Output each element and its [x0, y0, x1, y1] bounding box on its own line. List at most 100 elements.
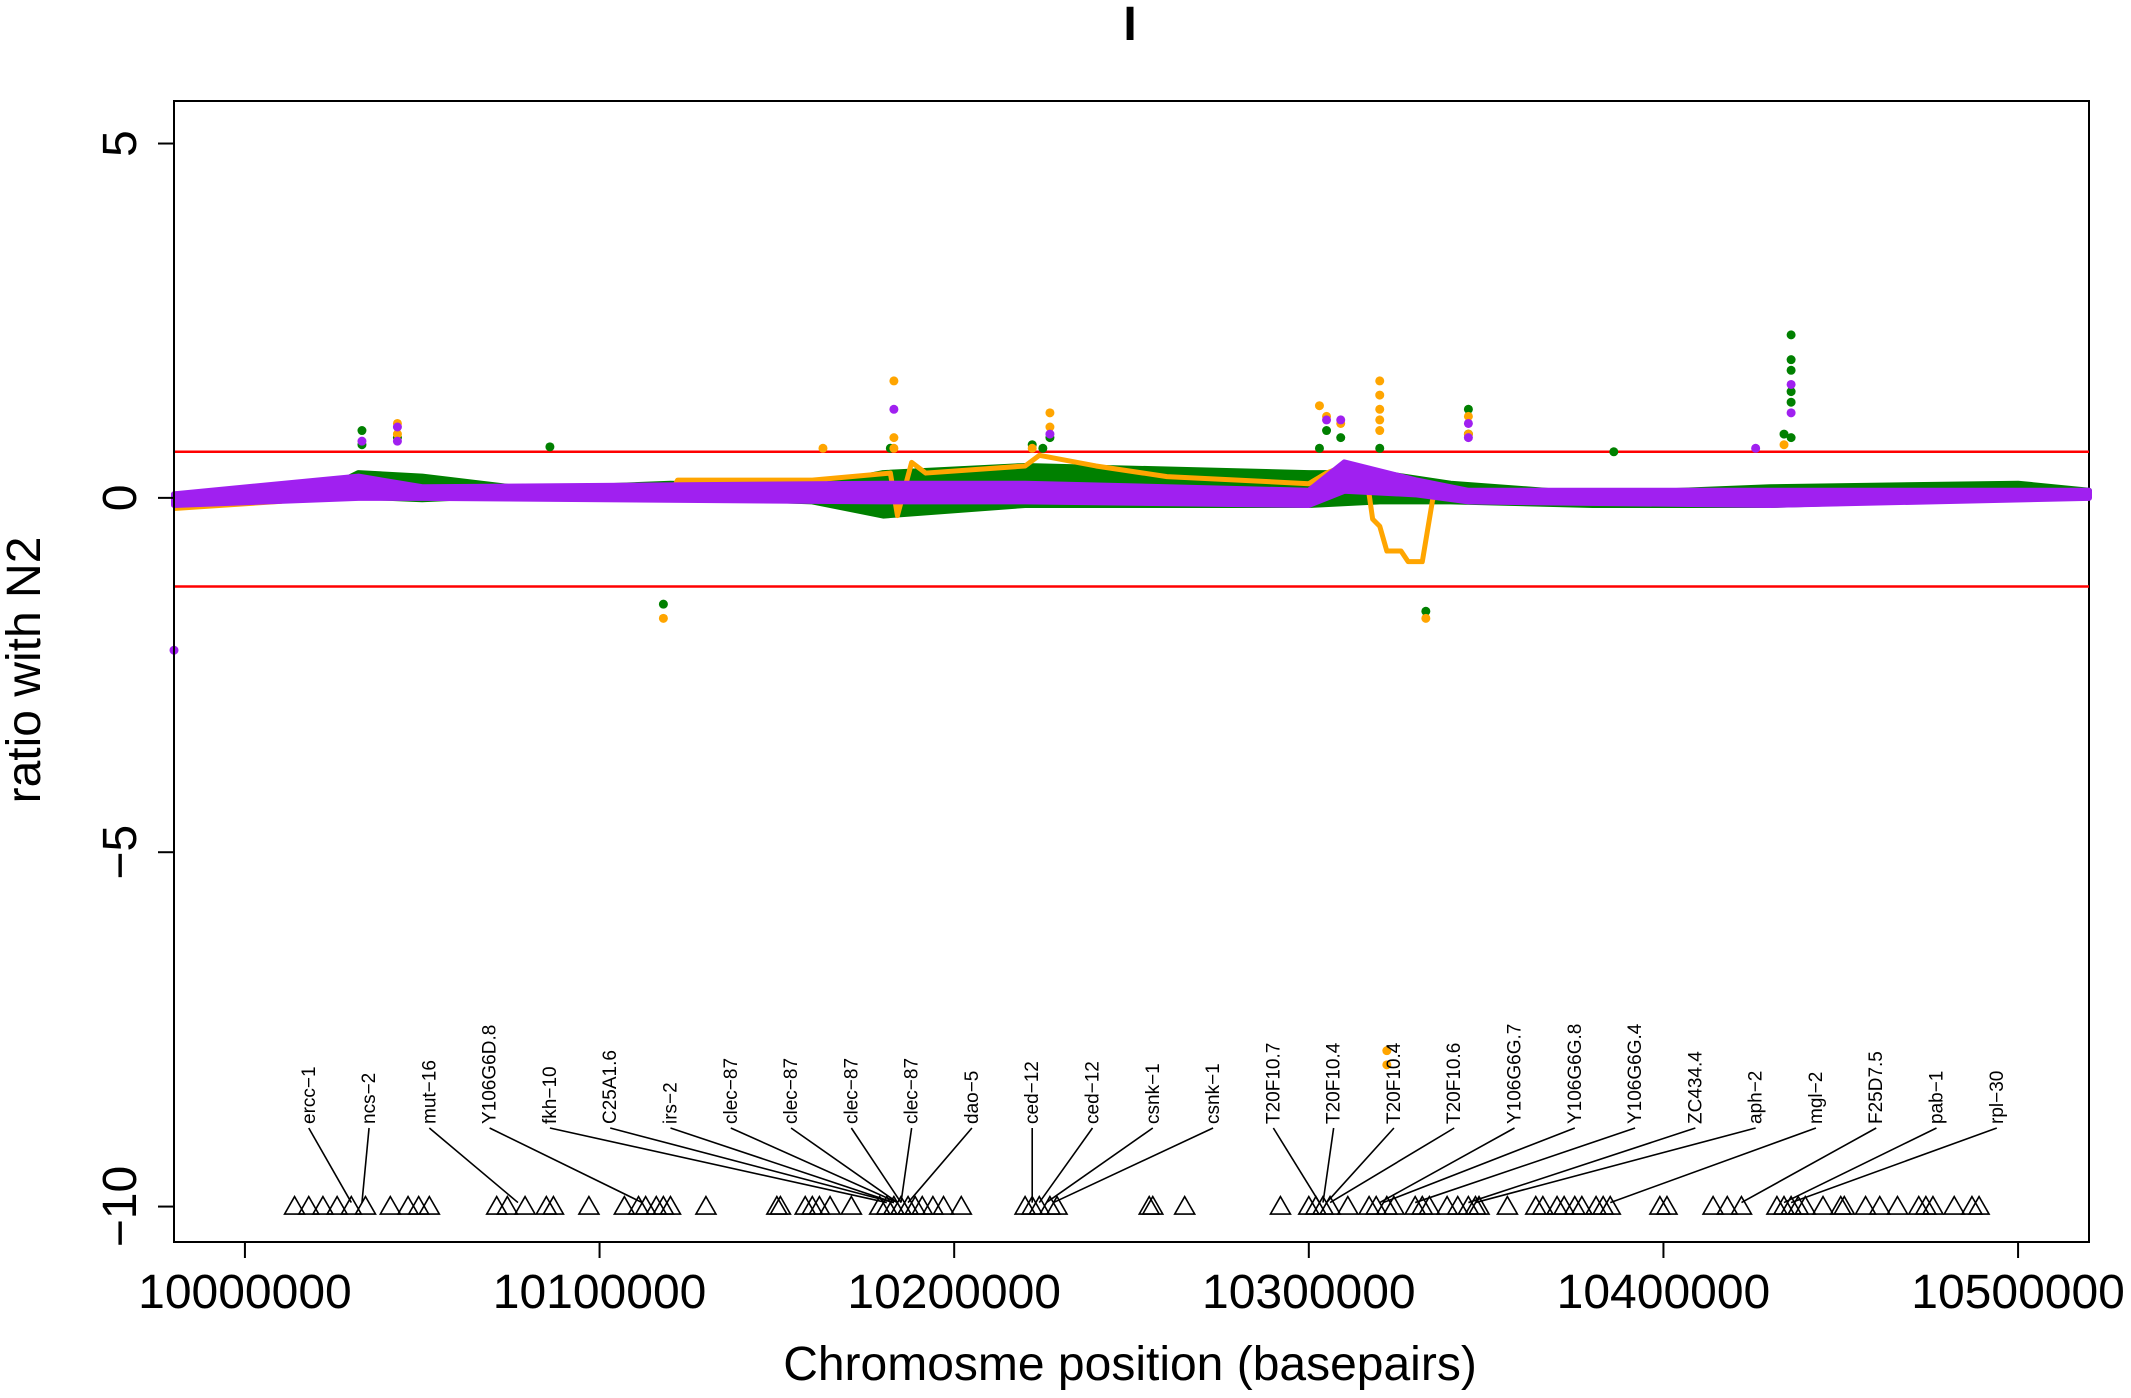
gene-marker — [1570, 1194, 1594, 1215]
gene-link-line — [1475, 1127, 1756, 1204]
series-group — [169, 330, 2092, 1070]
gene-label: clec−87 — [721, 1058, 742, 1124]
outlier-point — [1786, 387, 1796, 397]
gene-marker — [949, 1194, 973, 1215]
outlier-point — [1786, 355, 1796, 365]
gene-marker — [800, 1194, 824, 1215]
outlier-point — [1421, 606, 1431, 616]
outlier-point — [1336, 415, 1346, 425]
y-axis: 5 0 −5 −10 — [94, 130, 175, 1247]
gene-marker — [1655, 1194, 1679, 1215]
gene-marker — [627, 1194, 650, 1215]
outlier-point — [1045, 408, 1055, 418]
outlier-point — [1463, 433, 1473, 443]
outlier-point — [1045, 429, 1055, 439]
outlier-point — [1336, 433, 1346, 443]
outlier-point — [1786, 365, 1796, 375]
outlier-point — [1786, 408, 1796, 418]
outlier-point — [1322, 415, 1332, 425]
gene-link-line — [1414, 1127, 1636, 1204]
gene-marker — [644, 1194, 668, 1215]
x-tick-label: 10200000 — [847, 1266, 1061, 1319]
plot-frame — [173, 100, 2090, 1243]
outlier-point — [1786, 397, 1796, 407]
gene-marker — [1382, 1194, 1406, 1215]
gene-marker — [542, 1194, 565, 1215]
gene-link-line — [1783, 1127, 1937, 1204]
y-tick-label: 0 — [94, 485, 147, 512]
outlier-point — [1314, 443, 1324, 453]
gene-label: clec−87 — [781, 1058, 802, 1124]
gene-marker — [1173, 1194, 1197, 1215]
x-tick-label: 10000000 — [138, 1266, 352, 1319]
gene-marker — [1886, 1194, 1909, 1215]
gene-marker — [283, 1194, 306, 1215]
gene-marker — [1446, 1194, 1470, 1215]
outlier-point — [1463, 418, 1473, 428]
gene-marker — [1854, 1194, 1877, 1215]
gene-marker — [1914, 1194, 1938, 1215]
gene-label: csnk−1 — [1203, 1063, 1224, 1124]
outlier-point — [1045, 422, 1055, 432]
gene-marker — [1765, 1194, 1789, 1215]
outlier-point — [1375, 390, 1385, 400]
gene-marker — [378, 1194, 402, 1215]
x-tick-label: 10300000 — [1202, 1266, 1416, 1319]
gene-marker — [1137, 1194, 1161, 1215]
outlier-point — [1779, 440, 1789, 450]
gene-marker — [1496, 1194, 1519, 1215]
gene-link-line — [1379, 1127, 1515, 1204]
gene-link-line — [670, 1127, 895, 1204]
gene-marker — [1648, 1194, 1672, 1215]
outlier-point — [658, 613, 668, 623]
gene-label: T20F10.6 — [1444, 1043, 1465, 1124]
gene-marker — [1357, 1194, 1381, 1215]
gene-marker — [932, 1194, 955, 1215]
outlier-point — [889, 376, 899, 386]
gene-link-line — [489, 1127, 643, 1204]
gene-marker — [903, 1194, 927, 1215]
gene-label: mut−16 — [419, 1060, 440, 1124]
gene-link-line — [1038, 1127, 1094, 1204]
outlier-point — [392, 436, 402, 446]
gene-marker — [1467, 1194, 1491, 1215]
gene-link-line — [1790, 1127, 1998, 1204]
gene-marker — [1318, 1194, 1342, 1215]
gene-marker — [1907, 1194, 1931, 1215]
gene-marker — [1364, 1194, 1388, 1215]
x-tick-label: 10100000 — [493, 1266, 707, 1319]
gene-link-line — [900, 1127, 913, 1203]
gene-marker — [1868, 1194, 1892, 1215]
gene-label: ncs−2 — [359, 1073, 380, 1124]
gene-marker — [396, 1194, 420, 1215]
outlier-point — [1375, 376, 1385, 386]
gene-label: mgl−2 — [1806, 1072, 1827, 1124]
outlier-point — [1375, 404, 1385, 414]
outlier-point — [392, 422, 402, 432]
gene-marker — [694, 1194, 718, 1215]
outlier-point — [1779, 429, 1789, 439]
gene-marker — [1960, 1194, 1984, 1215]
gene-marker — [1457, 1194, 1480, 1215]
gene-marker — [513, 1194, 537, 1215]
gene-link-line — [1609, 1127, 1817, 1204]
outlier-point — [1421, 613, 1431, 623]
gene-marker — [1297, 1194, 1321, 1215]
gene-marker — [1584, 1194, 1608, 1215]
gene-marker — [1410, 1194, 1434, 1215]
y-tick-label: −5 — [94, 825, 147, 880]
gene-link-line — [308, 1127, 353, 1203]
x-tick-label: 10500000 — [1911, 1266, 2125, 1319]
outlier-point — [1463, 411, 1473, 421]
gene-label: ercc−1 — [299, 1066, 320, 1124]
series-band — [171, 459, 2092, 508]
gene-marker — [534, 1194, 558, 1215]
gene-label: clec−87 — [902, 1058, 923, 1124]
gene-marker — [311, 1194, 335, 1215]
outlier-point — [1375, 426, 1385, 436]
gene-marker — [325, 1194, 349, 1215]
outlier-point — [357, 436, 367, 446]
gene-link-line — [907, 1127, 973, 1204]
x-tick-label: 10400000 — [1557, 1266, 1771, 1319]
gene-link-line — [1322, 1127, 1335, 1203]
